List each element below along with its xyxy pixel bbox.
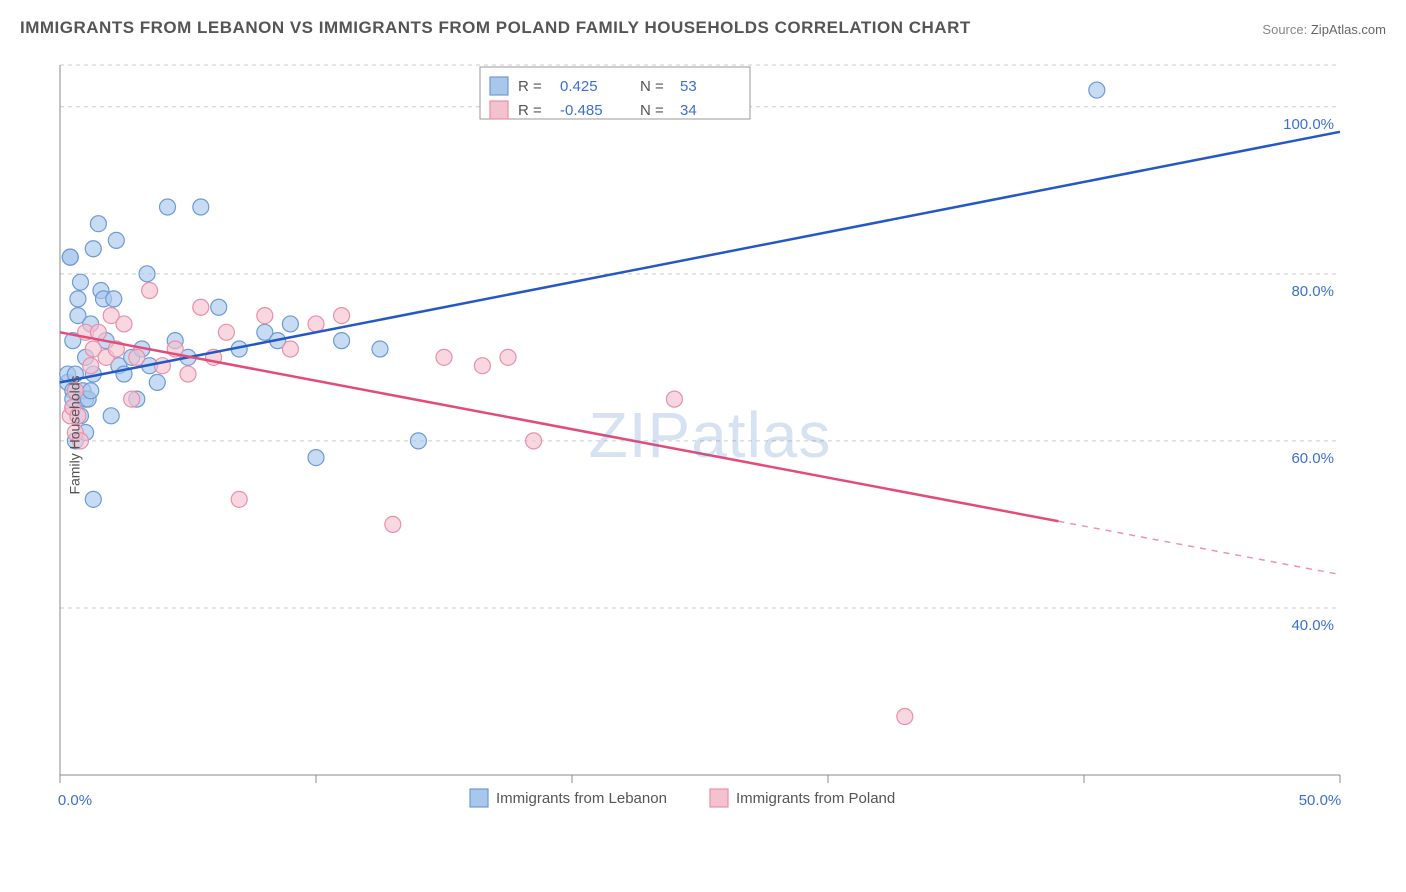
data-point-series-0 [139,266,155,282]
data-point-series-0 [282,316,298,332]
data-point-series-0 [334,333,350,349]
data-point-series-1 [218,324,234,340]
data-point-series-1 [193,299,209,315]
data-point-series-0 [410,433,426,449]
data-point-series-0 [70,291,86,307]
source-value: ZipAtlas.com [1311,22,1386,37]
data-point-series-0 [85,491,101,507]
y-tick-label: 100.0% [1283,116,1334,133]
legend-r-value: -0.485 [560,102,603,119]
legend-r-value: 0.425 [560,78,598,95]
regression-line-extrap-series-1 [1058,521,1340,574]
data-point-series-1 [897,709,913,725]
data-point-series-0 [372,341,388,357]
x-legend-label: Immigrants from Poland [736,790,895,807]
data-point-series-1 [116,316,132,332]
y-axis-label: Family Households [67,375,83,494]
legend-n-value: 53 [680,78,697,95]
data-point-series-0 [83,383,99,399]
regression-line-series-0 [60,132,1340,383]
data-point-series-0 [149,374,165,390]
x-legend-label: Immigrants from Lebanon [496,790,667,807]
legend-n-value: 34 [680,102,697,119]
data-point-series-1 [385,516,401,532]
correlation-chart-svg: 40.0% 60.0% 80.0% 100.0% 0.0% 50.0% R = 0.425 N … [50,55,1370,815]
data-point-series-0 [108,232,124,248]
y-tick-label: 60.0% [1291,450,1334,467]
data-point-series-1 [124,391,140,407]
chart-area: Family Households 40.0% 60.0% 80.0% 100.0% 0… [50,55,1370,815]
chart-title: IMMIGRANTS FROM LEBANON VS IMMIGRANTS FR… [20,18,971,38]
data-point-series-1 [526,433,542,449]
data-point-series-0 [106,291,122,307]
x-tick-label: 50.0% [1299,792,1342,809]
source-label: Source: [1262,22,1307,37]
data-point-series-1 [257,308,273,324]
data-point-series-1 [129,349,145,365]
legend-r-label: R = [518,102,542,119]
data-point-series-0 [72,274,88,290]
legend-n-label: N = [640,78,664,95]
data-point-series-1 [666,391,682,407]
x-legend-swatch [470,789,488,807]
data-point-series-1 [308,316,324,332]
legend-swatch [490,77,508,95]
data-point-series-1 [282,341,298,357]
data-point-series-1 [334,308,350,324]
data-point-series-1 [474,358,490,374]
data-point-series-1 [180,366,196,382]
y-tick-label: 40.0% [1291,617,1334,634]
data-point-series-0 [1089,82,1105,98]
data-point-series-1 [231,491,247,507]
regression-line-series-1 [60,332,1058,521]
data-point-series-1 [500,349,516,365]
data-point-series-0 [85,241,101,257]
data-point-series-1 [436,349,452,365]
x-tick-label: 0.0% [58,792,92,809]
data-point-series-1 [83,358,99,374]
y-tick-label: 80.0% [1291,283,1334,300]
data-point-series-0 [308,450,324,466]
legend-swatch [490,101,508,119]
x-legend-swatch [710,789,728,807]
data-point-series-0 [193,199,209,215]
data-point-series-0 [62,249,78,265]
legend-n-label: N = [640,102,664,119]
data-point-series-0 [103,408,119,424]
source-attribution: Source: ZipAtlas.com [1262,22,1386,37]
legend-r-label: R = [518,78,542,95]
data-point-series-0 [160,199,176,215]
data-point-series-0 [90,216,106,232]
data-point-series-1 [142,283,158,299]
data-point-series-0 [211,299,227,315]
